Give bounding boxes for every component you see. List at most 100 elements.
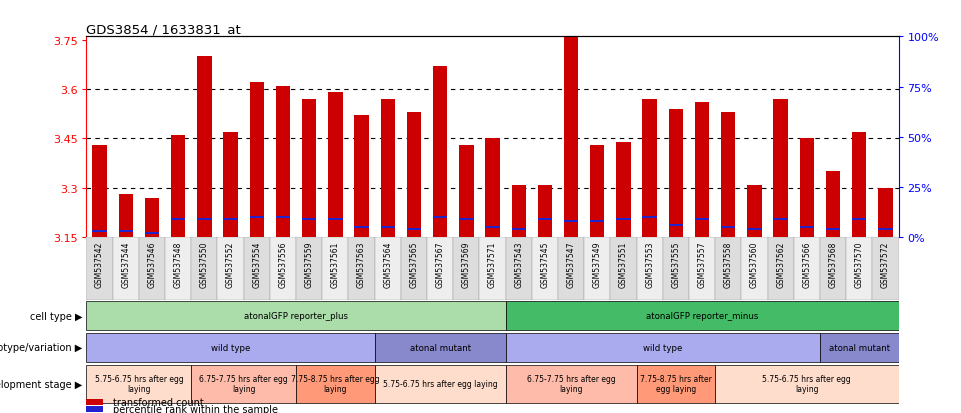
Bar <box>878 228 893 231</box>
Bar <box>741 237 768 300</box>
Text: GSM537554: GSM537554 <box>252 241 261 287</box>
Bar <box>145 233 160 235</box>
Bar <box>250 83 264 237</box>
Text: GSM537567: GSM537567 <box>435 241 445 287</box>
Text: 5.75-6.75 hrs after egg laying: 5.75-6.75 hrs after egg laying <box>382 380 498 388</box>
Bar <box>538 185 553 237</box>
Bar <box>616 218 630 221</box>
Bar <box>846 237 873 300</box>
Bar <box>636 237 663 300</box>
Text: atonalGFP reporter_plus: atonalGFP reporter_plus <box>244 311 348 320</box>
Bar <box>171 136 185 237</box>
Bar <box>505 365 636 403</box>
Bar <box>381 226 395 229</box>
Bar <box>454 237 480 300</box>
Bar <box>852 218 867 221</box>
Bar <box>531 237 558 300</box>
Text: GSM537542: GSM537542 <box>95 241 104 287</box>
Text: GSM537555: GSM537555 <box>672 241 680 287</box>
Bar <box>873 237 899 300</box>
Text: GSM537564: GSM537564 <box>383 241 392 287</box>
Text: GDS3854 / 1633831_at: GDS3854 / 1633831_at <box>86 23 241 36</box>
Bar <box>636 365 715 403</box>
Text: GSM537543: GSM537543 <box>514 241 523 287</box>
Text: GSM537552: GSM537552 <box>226 241 235 287</box>
Bar <box>244 237 270 300</box>
Bar <box>505 333 820 362</box>
Bar <box>511 185 526 237</box>
Text: GSM537545: GSM537545 <box>540 241 550 287</box>
Text: cell type ▶: cell type ▶ <box>30 311 83 321</box>
Bar <box>825 228 840 231</box>
Bar <box>407 228 421 231</box>
Bar <box>721 113 735 237</box>
Bar <box>349 237 375 300</box>
Bar <box>505 301 899 330</box>
Bar <box>86 406 104 412</box>
Bar <box>302 100 316 237</box>
Text: wild type: wild type <box>210 343 250 352</box>
Bar <box>459 146 474 237</box>
Bar <box>643 100 657 237</box>
Text: atonalGFP reporter_minus: atonalGFP reporter_minus <box>646 311 758 320</box>
Bar <box>616 142 630 237</box>
Bar <box>432 216 447 219</box>
Bar <box>355 226 369 229</box>
Bar <box>800 226 814 229</box>
Bar <box>800 139 814 237</box>
Bar <box>112 237 139 300</box>
Bar <box>511 228 526 231</box>
Bar <box>558 237 584 300</box>
Text: 5.75-6.75 hrs after egg
laying: 5.75-6.75 hrs after egg laying <box>94 375 184 393</box>
Bar <box>564 37 579 237</box>
Bar <box>381 100 395 237</box>
Text: GSM537553: GSM537553 <box>645 241 654 287</box>
Text: GSM537569: GSM537569 <box>462 241 471 287</box>
Bar <box>564 221 579 223</box>
Text: GSM537571: GSM537571 <box>488 241 497 287</box>
Bar <box>270 237 296 300</box>
Bar <box>118 195 133 237</box>
Bar <box>774 218 788 221</box>
Bar <box>302 218 316 221</box>
Bar <box>794 237 820 300</box>
Text: GSM537559: GSM537559 <box>305 241 313 287</box>
Text: atonal mutant: atonal mutant <box>828 343 890 352</box>
Bar <box>86 237 112 300</box>
Bar <box>715 365 899 403</box>
Text: GSM537572: GSM537572 <box>881 241 890 287</box>
Bar <box>276 216 290 219</box>
Bar <box>610 237 636 300</box>
Bar <box>296 365 375 403</box>
Bar <box>825 172 840 237</box>
Text: GSM537565: GSM537565 <box>409 241 418 287</box>
Bar <box>689 237 715 300</box>
Bar <box>485 226 500 229</box>
Text: GSM537546: GSM537546 <box>147 241 157 287</box>
Bar <box>643 216 657 219</box>
Text: genotype/variation ▶: genotype/variation ▶ <box>0 342 83 352</box>
Bar <box>459 218 474 221</box>
Text: percentile rank within the sample: percentile rank within the sample <box>113 404 278 413</box>
Bar <box>86 301 505 330</box>
Text: GSM537544: GSM537544 <box>121 241 131 287</box>
Bar <box>590 146 604 237</box>
Bar <box>820 237 846 300</box>
Bar <box>432 67 447 237</box>
Bar <box>669 225 683 227</box>
Bar <box>191 365 296 403</box>
Bar <box>584 237 610 300</box>
Text: GSM537551: GSM537551 <box>619 241 628 287</box>
Text: GSM537570: GSM537570 <box>854 241 864 287</box>
Bar <box>296 237 322 300</box>
Text: GSM537557: GSM537557 <box>698 241 706 287</box>
Bar <box>223 218 237 221</box>
Bar <box>139 237 165 300</box>
Bar <box>86 399 104 405</box>
Bar <box>721 226 735 229</box>
Bar <box>250 216 264 219</box>
Bar <box>217 237 244 300</box>
Text: 6.75-7.75 hrs after egg
laying: 6.75-7.75 hrs after egg laying <box>527 375 615 393</box>
Bar <box>328 93 342 237</box>
Bar <box>276 86 290 237</box>
